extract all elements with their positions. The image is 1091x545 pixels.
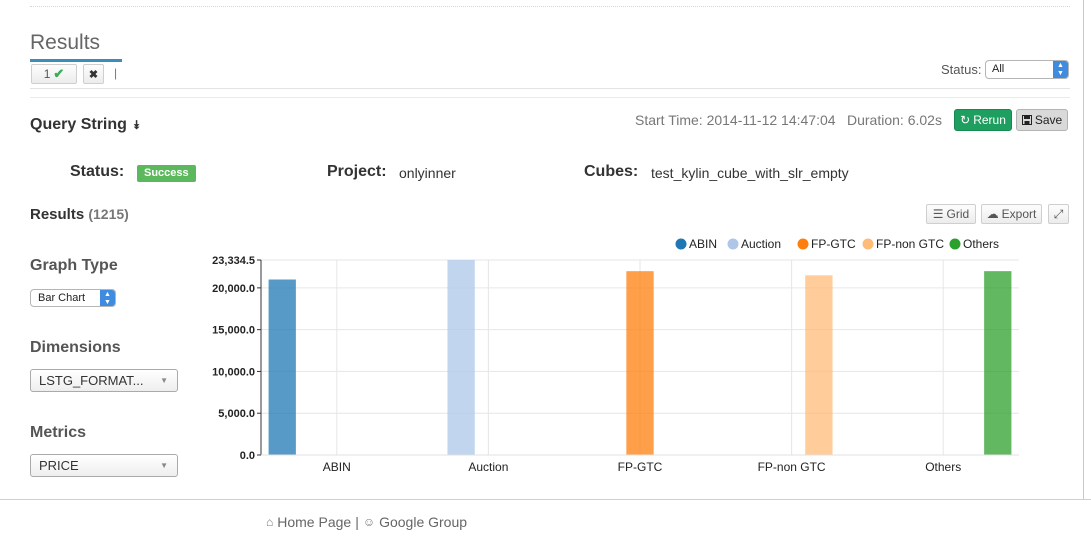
export-button[interactable]: ☁ Export <box>981 204 1042 224</box>
close-icon: ✖ <box>88 68 99 81</box>
status-filter-label: Status: <box>941 62 982 77</box>
start-time: Start Time: 2014-11-12 14:47:04 <box>635 112 836 128</box>
expand-icon: ⤢ <box>1053 206 1064 221</box>
close-tab-button[interactable]: ✖ <box>83 64 104 84</box>
y-tick-label: 15,000.0 <box>212 325 255 337</box>
home-icon: ⌂ <box>266 515 274 529</box>
fullscreen-button[interactable]: ⤢ <box>1048 204 1069 224</box>
select-arrows-icon: ▲ ▼ <box>1053 61 1068 78</box>
status-filter-value: All <box>992 63 1005 75</box>
query-string-title: Query String <box>30 116 127 133</box>
cloud-download-icon: ☁ <box>986 207 999 221</box>
legend-marker <box>675 238 687 250</box>
graph-type-title: Graph Type <box>30 257 118 274</box>
title-underline <box>30 59 122 62</box>
graph-type-select[interactable]: Bar Chart ▲ ▼ <box>30 289 116 307</box>
results-heading: Results (1215) <box>30 206 129 223</box>
duration: Duration: 6.02s <box>847 112 942 128</box>
x-tick-label: FP-non GTC <box>758 460 826 474</box>
y-tick-label: 20,000.0 <box>212 283 255 295</box>
metrics-value: PRICE <box>39 458 79 473</box>
floppy-disk-icon <box>1021 115 1032 125</box>
google-group-link[interactable]: Google Group <box>379 514 468 530</box>
legend-marker <box>797 238 809 250</box>
rerun-button[interactable]: ↻ Rerun <box>954 109 1012 131</box>
y-tick-label: 10,000.0 <box>212 366 255 378</box>
legend-label: FP-non GTC <box>876 237 944 251</box>
list-icon: ☰ <box>932 207 944 221</box>
cubes-label: Cubes: <box>584 163 639 180</box>
right-border <box>1083 0 1084 500</box>
legend-marker <box>862 238 874 250</box>
x-tick-label: ABIN <box>323 460 351 474</box>
top-divider <box>30 6 1070 7</box>
dimensions-value: LSTG_FORMAT... <box>39 373 144 388</box>
save-button[interactable]: Save <box>1016 109 1068 131</box>
save-label: Save <box>1034 113 1063 127</box>
legend-label: ABIN <box>689 237 717 251</box>
tab-separator: | <box>114 66 118 80</box>
x-tick-label: FP-GTC <box>618 460 663 474</box>
y-tick-label: 23,334.5 <box>212 255 255 267</box>
graph-type-value: Bar Chart <box>38 292 86 304</box>
bar-abin <box>268 279 296 455</box>
bar-fp-non-gtc <box>805 275 833 455</box>
legend-marker <box>727 238 739 250</box>
footer: ⌂ Home Page | ☺ Google Group <box>266 514 467 530</box>
caret-down-icon: ▼ <box>160 376 168 385</box>
section-divider <box>30 97 1070 98</box>
cubes-value: test_kylin_cube_with_slr_empty <box>651 165 849 181</box>
select-arrows-icon: ▲ ▼ <box>100 290 115 306</box>
rerun-label: Rerun <box>973 113 1006 127</box>
page-title: Results <box>30 31 101 54</box>
y-tick-label: 0.0 <box>240 450 255 462</box>
legend-label: Auction <box>741 237 781 251</box>
check-icon: ✔ <box>53 66 65 81</box>
tab-label: 1 <box>43 67 51 81</box>
legend-marker <box>949 238 961 250</box>
footer-divider <box>0 499 1091 500</box>
query-string-toggle[interactable]: Query String ⯯ <box>30 116 140 134</box>
refresh-icon: ↻ <box>960 113 971 127</box>
results-count: (1215) <box>88 206 129 222</box>
metrics-title: Metrics <box>30 424 87 441</box>
metrics-select[interactable]: PRICE ▼ <box>30 454 178 477</box>
home-page-link[interactable]: Home Page <box>277 514 352 530</box>
status-label: Status: <box>70 163 125 180</box>
results-heading-label: Results <box>30 206 85 223</box>
grid-view-button[interactable]: ☰ Grid <box>926 204 976 224</box>
legend-label: FP-GTC <box>811 237 856 251</box>
y-tick-label: 5,000.0 <box>218 408 255 420</box>
dimensions-select[interactable]: LSTG_FORMAT... ▼ <box>30 369 178 392</box>
bar-fp-gtc <box>626 271 654 455</box>
group-icon: ☺ <box>362 515 376 529</box>
bar-auction <box>447 260 475 455</box>
dimensions-title: Dimensions <box>30 339 121 356</box>
grid-label: Grid <box>946 207 970 221</box>
legend-label: Others <box>963 237 999 251</box>
status-badge: Success <box>137 165 196 182</box>
project-value: onlyinner <box>399 165 456 181</box>
export-label: Export <box>1001 207 1037 221</box>
x-tick-label: Others <box>925 460 961 474</box>
double-chevron-down-icon: ⯯ <box>132 118 141 132</box>
x-tick-label: Auction <box>468 460 508 474</box>
footer-separator: | <box>355 514 359 530</box>
bar-others <box>984 271 1012 455</box>
caret-down-icon: ▼ <box>160 461 168 470</box>
status-filter-select[interactable]: All ▲ ▼ <box>985 60 1069 79</box>
tab-strip <box>30 59 1070 89</box>
result-tab-1[interactable]: 1 ✔ <box>31 64 77 84</box>
project-label: Project: <box>327 163 387 180</box>
